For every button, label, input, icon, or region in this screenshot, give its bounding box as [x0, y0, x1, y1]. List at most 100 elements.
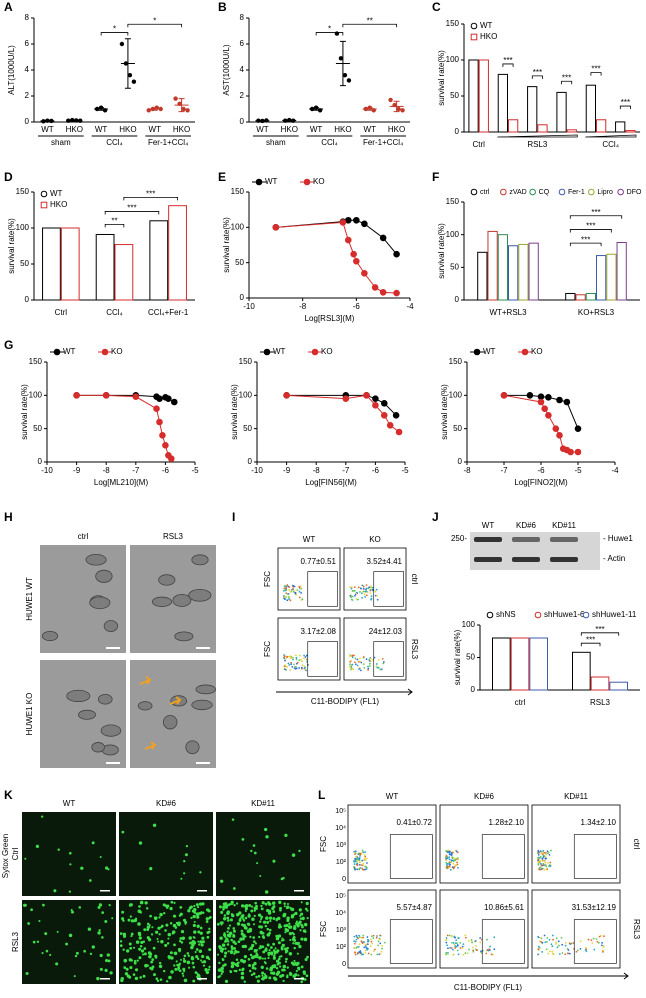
flow-event	[445, 951, 448, 954]
stained-cell	[138, 905, 141, 908]
flow-event	[351, 590, 354, 592]
significance-label: **	[367, 16, 373, 25]
scale-bar	[197, 978, 207, 980]
mitochondrion	[151, 596, 173, 607]
stained-cell	[222, 905, 226, 909]
x-tick-label: -7	[132, 466, 140, 475]
flow-event	[370, 940, 373, 943]
flow-event	[550, 849, 552, 852]
flow-event	[376, 953, 379, 956]
y-tick-label: 50	[450, 91, 459, 100]
stained-cell	[303, 922, 308, 927]
y-tick-label: 8	[240, 13, 245, 22]
stained-cell	[198, 949, 203, 953]
flow-event	[355, 592, 358, 595]
stained-cell	[236, 922, 241, 926]
flow-event	[451, 935, 453, 938]
y-tick-label: 10⁵	[335, 808, 346, 815]
stained-cell	[139, 902, 143, 905]
group-wedge	[585, 134, 637, 138]
y-axis-label: survival rate(%)	[453, 629, 462, 685]
stained-cell	[267, 943, 270, 946]
x-tick-label: Ctrl	[55, 308, 68, 317]
stained-cell	[226, 911, 230, 916]
flow-event	[560, 936, 563, 939]
stained-cell	[195, 948, 199, 951]
data-point	[500, 392, 508, 399]
stained-cell	[189, 905, 193, 909]
flow-event	[362, 663, 365, 665]
stained-cell	[175, 960, 178, 963]
bar	[149, 220, 169, 301]
flow-event	[354, 953, 357, 956]
flow-event	[361, 584, 364, 587]
stained-cell	[140, 940, 144, 945]
legend-label: zVAD	[509, 189, 526, 196]
flow-event	[369, 945, 372, 948]
stained-cell	[142, 974, 146, 978]
x-tick-label: WT	[256, 125, 269, 134]
stained-cell	[202, 960, 207, 964]
stained-cell	[173, 901, 176, 904]
stained-cell	[279, 974, 283, 978]
flow-event	[359, 669, 362, 672]
legend-marker	[53, 348, 61, 356]
stained-cell	[248, 969, 252, 973]
y-tick-label: 0	[455, 295, 460, 304]
stained-cell	[165, 980, 169, 983]
flow-event	[451, 866, 454, 869]
flow-event	[354, 867, 357, 870]
stained-cell	[170, 956, 174, 960]
flow-event	[295, 665, 297, 668]
stained-cell	[91, 841, 95, 845]
stained-cell	[169, 951, 173, 955]
flow-event	[448, 852, 451, 854]
flow-event	[545, 853, 547, 856]
fluorescence-image	[22, 812, 116, 896]
row-label: HUWE1 WT	[25, 577, 34, 621]
flow-event	[546, 868, 549, 870]
significance-bracket	[569, 215, 623, 219]
x-tick-label: -7	[500, 466, 508, 475]
stained-cell	[180, 877, 183, 880]
flow-event	[359, 855, 361, 857]
stained-cell	[125, 967, 129, 971]
flow-event	[537, 856, 540, 859]
significance-label: *	[328, 25, 331, 34]
flow-event	[381, 947, 383, 950]
legend-label: WT	[483, 347, 496, 356]
stained-cell	[297, 967, 301, 971]
flow-event	[445, 938, 448, 941]
data-point	[545, 412, 552, 419]
flow-event	[456, 851, 459, 854]
y-tick-label: 0	[455, 127, 460, 136]
y-tick-label: 4	[25, 65, 30, 74]
stained-cell	[258, 925, 262, 929]
stained-cell	[184, 920, 188, 924]
flow-event	[548, 938, 551, 941]
arrow	[169, 696, 182, 705]
y-tick-label: 0	[471, 685, 476, 694]
flow-event	[362, 862, 365, 865]
stained-cell	[132, 946, 136, 949]
scale-bar	[196, 762, 210, 764]
data-point	[153, 405, 160, 412]
row-label: RSL3	[11, 931, 20, 952]
flow-event	[361, 867, 364, 870]
flow-event	[544, 855, 547, 858]
bar	[508, 245, 519, 301]
data-point	[574, 448, 582, 456]
stained-cell	[178, 949, 181, 953]
x-tick-label: -4	[611, 466, 619, 475]
stained-cell	[165, 923, 169, 927]
x-axis-label: Log[FIN56](M)	[305, 478, 357, 487]
stained-cell	[273, 977, 278, 981]
flow-event	[303, 654, 306, 657]
stained-cell	[136, 959, 139, 962]
panel-letter: F	[432, 170, 439, 184]
flow-event	[547, 851, 550, 854]
scale-bar	[196, 647, 210, 649]
stained-cell	[226, 930, 229, 933]
stained-cell	[111, 917, 114, 920]
stained-cell	[286, 905, 290, 909]
